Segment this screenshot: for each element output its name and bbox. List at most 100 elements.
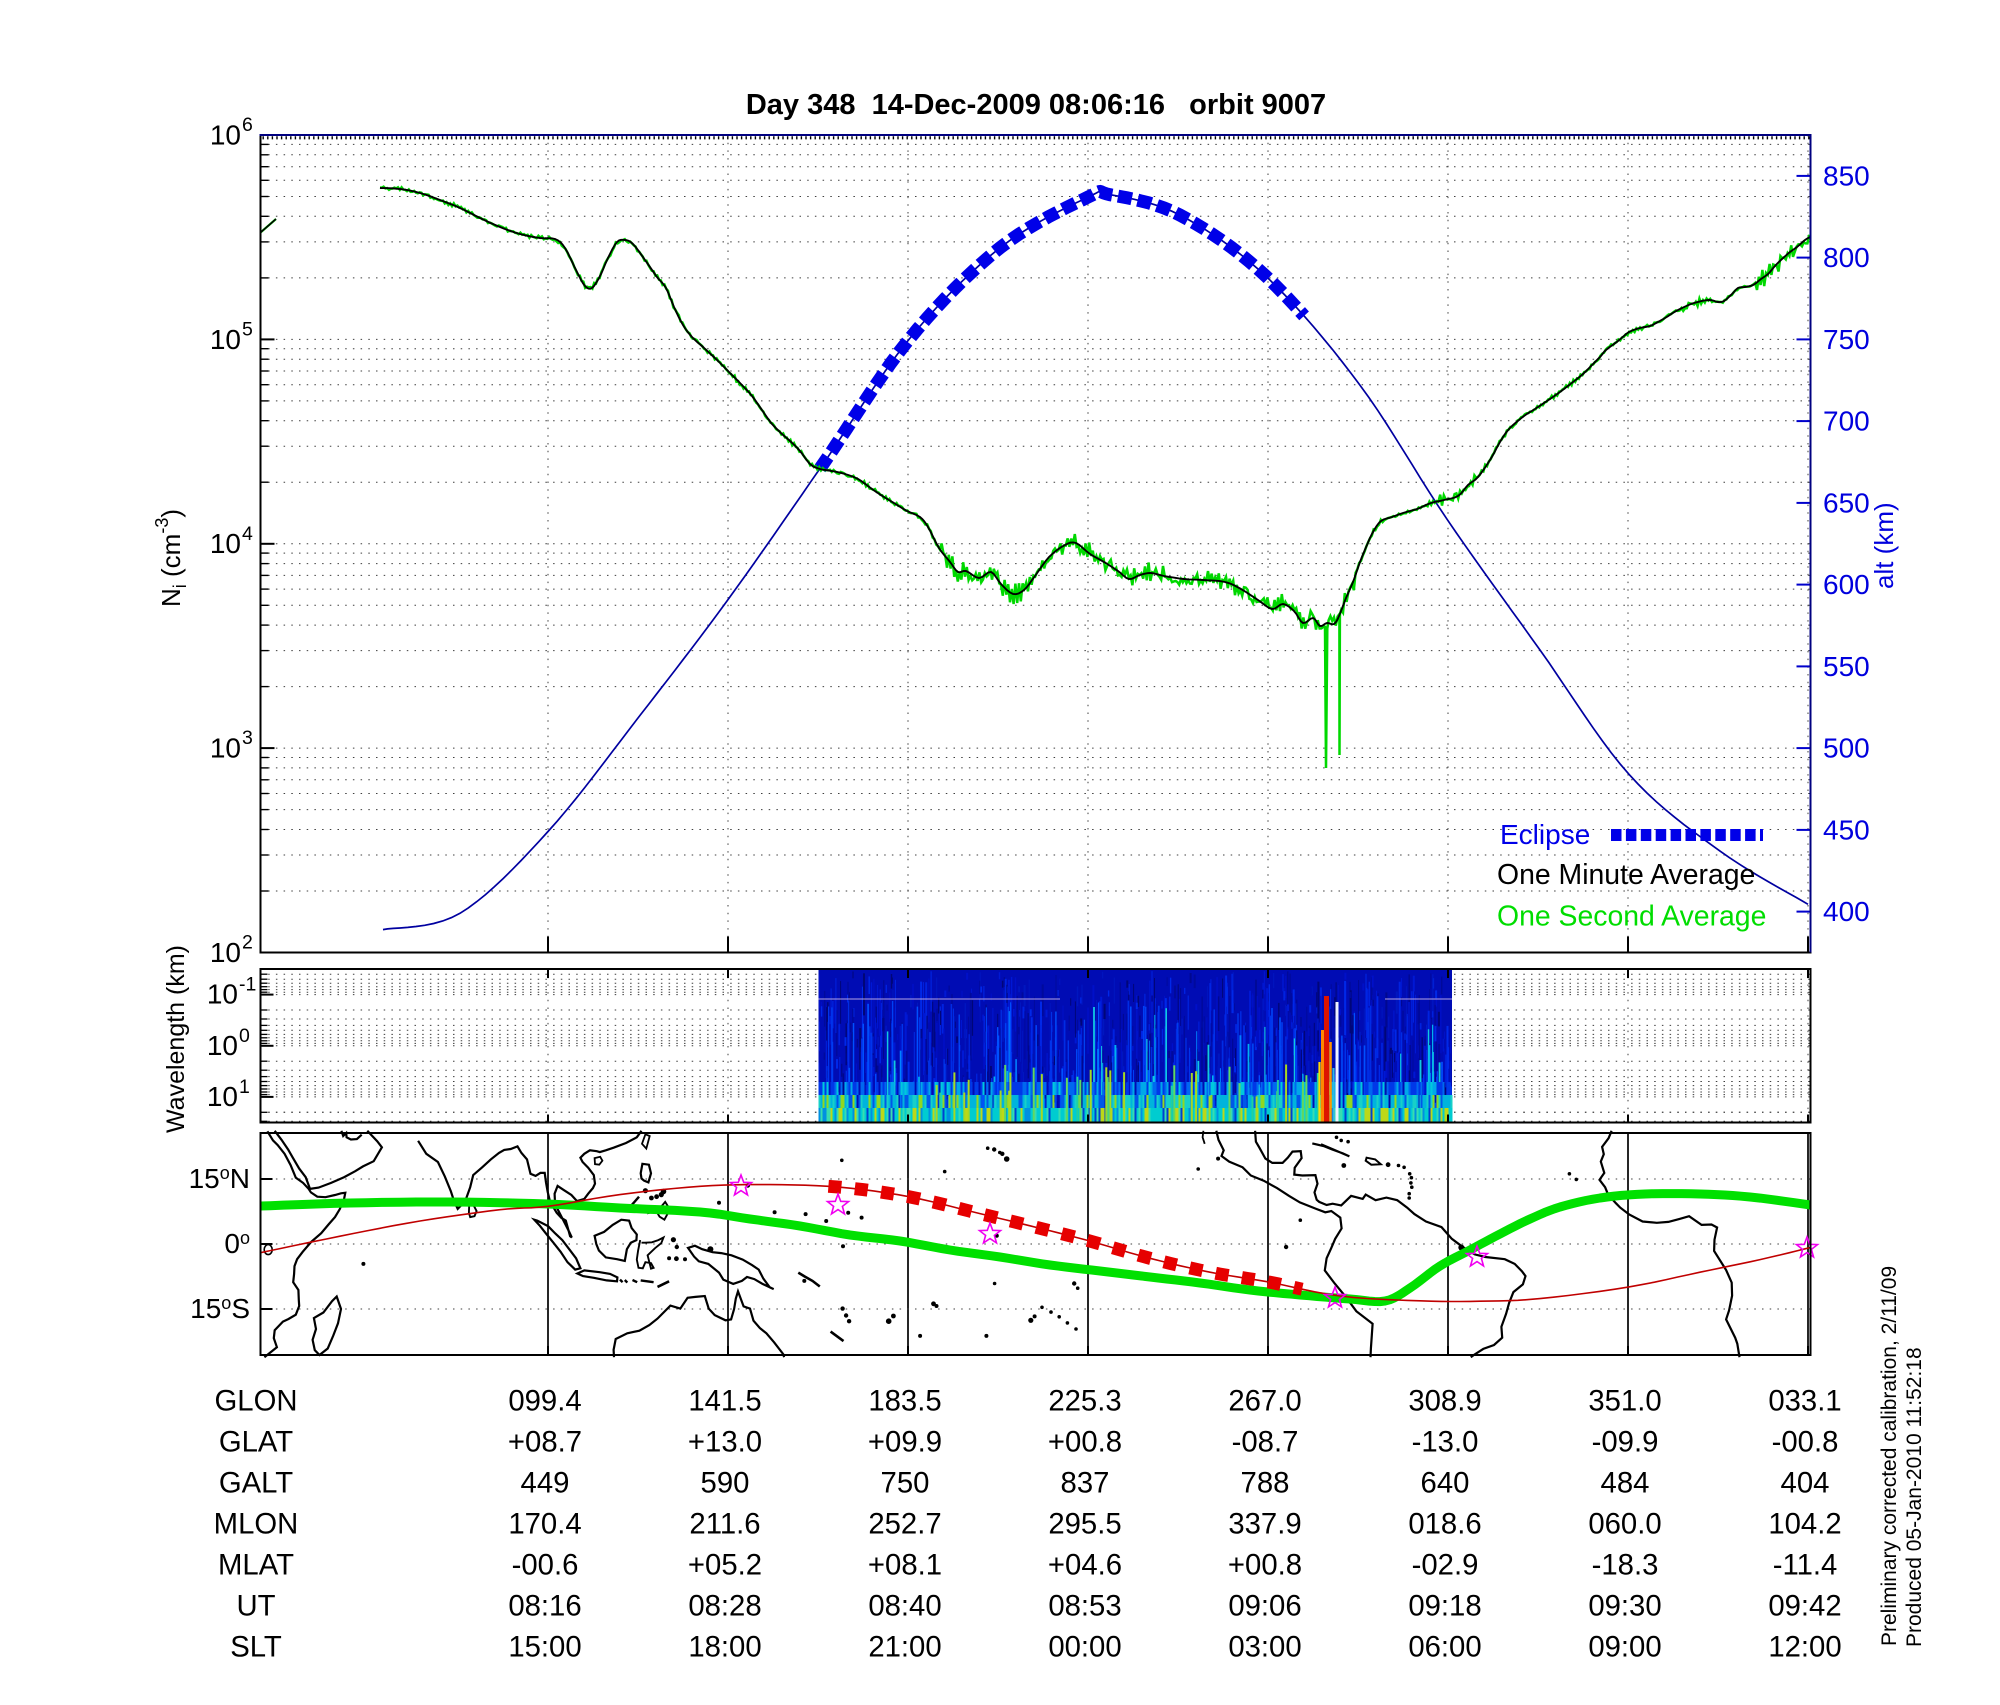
svg-text:10: 10 xyxy=(210,120,241,151)
svg-text:+09.9: +09.9 xyxy=(868,1426,942,1459)
svg-text:141.5: 141.5 xyxy=(688,1385,761,1418)
svg-text:484: 484 xyxy=(1601,1467,1650,1500)
svg-text:03:00: 03:00 xyxy=(1228,1631,1301,1664)
svg-text:+04.6: +04.6 xyxy=(1048,1549,1122,1582)
svg-text:5: 5 xyxy=(242,318,253,340)
svg-text:10: 10 xyxy=(210,733,241,764)
svg-text:600: 600 xyxy=(1823,569,1870,600)
svg-text:750: 750 xyxy=(1823,324,1870,355)
svg-text:15oN: 15oN xyxy=(189,1163,250,1194)
svg-text:09:00: 09:00 xyxy=(1588,1631,1661,1664)
svg-text:10: 10 xyxy=(207,979,238,1010)
svg-text:1: 1 xyxy=(239,1076,250,1098)
svg-text:10: 10 xyxy=(207,1030,238,1061)
svg-text:Preliminary corrected calibrat: Preliminary corrected calibration, 2/11/… xyxy=(1878,1266,1901,1646)
svg-text:4: 4 xyxy=(242,523,253,545)
svg-text:-00.6: -00.6 xyxy=(512,1549,579,1582)
svg-text:800: 800 xyxy=(1823,242,1870,273)
svg-text:2: 2 xyxy=(242,932,253,954)
svg-text:404: 404 xyxy=(1781,1467,1830,1500)
svg-text:09:06: 09:06 xyxy=(1228,1590,1301,1623)
svg-text:267.0: 267.0 xyxy=(1228,1385,1301,1418)
svg-text:252.7: 252.7 xyxy=(868,1508,941,1541)
svg-text:+08.7: +08.7 xyxy=(508,1426,582,1459)
svg-text:-13.0: -13.0 xyxy=(1412,1426,1479,1459)
svg-text:-09.9: -09.9 xyxy=(1592,1426,1659,1459)
svg-text:Produced 05-Jan-2010 11:52:18: Produced 05-Jan-2010 11:52:18 xyxy=(1903,1347,1926,1647)
svg-text:-18.3: -18.3 xyxy=(1592,1549,1659,1582)
svg-text:+00.8: +00.8 xyxy=(1048,1426,1122,1459)
svg-text:060.0: 060.0 xyxy=(1588,1508,1661,1541)
svg-text:308.9: 308.9 xyxy=(1408,1385,1481,1418)
svg-text:837: 837 xyxy=(1061,1467,1110,1500)
svg-text:450: 450 xyxy=(1823,814,1870,845)
svg-text:500: 500 xyxy=(1823,733,1870,764)
svg-text:09:42: 09:42 xyxy=(1768,1590,1841,1623)
svg-text:Ni (cm-3): Ni (cm-3) xyxy=(152,509,190,607)
svg-text:GLAT: GLAT xyxy=(219,1426,293,1459)
svg-text:08:53: 08:53 xyxy=(1048,1590,1121,1623)
svg-text:GALT: GALT xyxy=(219,1467,293,1500)
svg-text:SLT: SLT xyxy=(230,1631,282,1664)
svg-text:-02.9: -02.9 xyxy=(1412,1549,1479,1582)
svg-text:One Minute Average: One Minute Average xyxy=(1497,859,1755,891)
svg-text:Eclipse: Eclipse xyxy=(1500,819,1590,850)
svg-text:18:00: 18:00 xyxy=(688,1631,761,1664)
svg-text:104.2: 104.2 xyxy=(1768,1508,1841,1541)
svg-text:MLAT: MLAT xyxy=(218,1549,294,1582)
svg-text:09:18: 09:18 xyxy=(1408,1590,1481,1623)
svg-text:351.0: 351.0 xyxy=(1588,1385,1661,1418)
svg-text:10: 10 xyxy=(210,937,241,968)
svg-text:15:00: 15:00 xyxy=(508,1631,581,1664)
svg-text:12:00: 12:00 xyxy=(1768,1631,1841,1664)
svg-text:3: 3 xyxy=(242,727,253,749)
svg-text:08:28: 08:28 xyxy=(688,1590,761,1623)
svg-text:GLON: GLON xyxy=(214,1385,297,1418)
svg-text:UT: UT xyxy=(236,1590,275,1623)
svg-text:099.4: 099.4 xyxy=(508,1385,581,1418)
svg-text:-00.8: -00.8 xyxy=(1772,1426,1839,1459)
svg-text:Wavelength (km): Wavelength (km) xyxy=(162,945,190,1133)
svg-text:400: 400 xyxy=(1823,896,1870,927)
svg-text:295.5: 295.5 xyxy=(1048,1508,1121,1541)
svg-text:alt (km): alt (km) xyxy=(1869,502,1899,589)
svg-text:08:40: 08:40 xyxy=(868,1590,941,1623)
svg-text:183.5: 183.5 xyxy=(868,1385,941,1418)
svg-text:-11.4: -11.4 xyxy=(1773,1549,1838,1582)
svg-text:-1: -1 xyxy=(239,974,256,996)
svg-text:+00.8: +00.8 xyxy=(1228,1549,1302,1582)
svg-text:06:00: 06:00 xyxy=(1408,1631,1481,1664)
svg-text:09:30: 09:30 xyxy=(1588,1590,1661,1623)
svg-text:10: 10 xyxy=(210,324,241,355)
svg-text:+13.0: +13.0 xyxy=(688,1426,762,1459)
svg-text:0: 0 xyxy=(239,1025,250,1047)
svg-text:550: 550 xyxy=(1823,651,1870,682)
svg-text:6: 6 xyxy=(242,114,253,136)
svg-text:One Second Average: One Second Average xyxy=(1497,901,1766,933)
svg-text:170.4: 170.4 xyxy=(508,1508,581,1541)
svg-text:225.3: 225.3 xyxy=(1048,1385,1121,1418)
svg-text:Day 348 14-Dec-2009 08:06:16: Day 348 14-Dec-2009 08:06:16 orbit 9007 xyxy=(746,89,1326,121)
svg-text:00:00: 00:00 xyxy=(1048,1631,1121,1664)
svg-text:018.6: 018.6 xyxy=(1408,1508,1481,1541)
svg-text:850: 850 xyxy=(1823,160,1870,191)
svg-text:10: 10 xyxy=(210,528,241,559)
svg-text:033.1: 033.1 xyxy=(1768,1385,1841,1418)
svg-text:337.9: 337.9 xyxy=(1228,1508,1301,1541)
svg-text:+08.1: +08.1 xyxy=(868,1549,942,1582)
svg-text:211.6: 211.6 xyxy=(689,1508,760,1541)
svg-text:21:00: 21:00 xyxy=(868,1631,941,1664)
svg-text:15oS: 15oS xyxy=(190,1293,250,1324)
svg-text:MLON: MLON xyxy=(214,1508,299,1541)
svg-text:449: 449 xyxy=(521,1467,570,1500)
svg-text:10: 10 xyxy=(207,1081,238,1112)
svg-text:700: 700 xyxy=(1823,406,1870,437)
svg-text:590: 590 xyxy=(701,1467,750,1500)
svg-text:+05.2: +05.2 xyxy=(688,1549,762,1582)
svg-text:788: 788 xyxy=(1241,1467,1290,1500)
svg-text:650: 650 xyxy=(1823,487,1870,518)
svg-text:08:16: 08:16 xyxy=(508,1590,581,1623)
svg-text:-08.7: -08.7 xyxy=(1232,1426,1299,1459)
svg-text:750: 750 xyxy=(881,1467,930,1500)
svg-text:640: 640 xyxy=(1421,1467,1470,1500)
